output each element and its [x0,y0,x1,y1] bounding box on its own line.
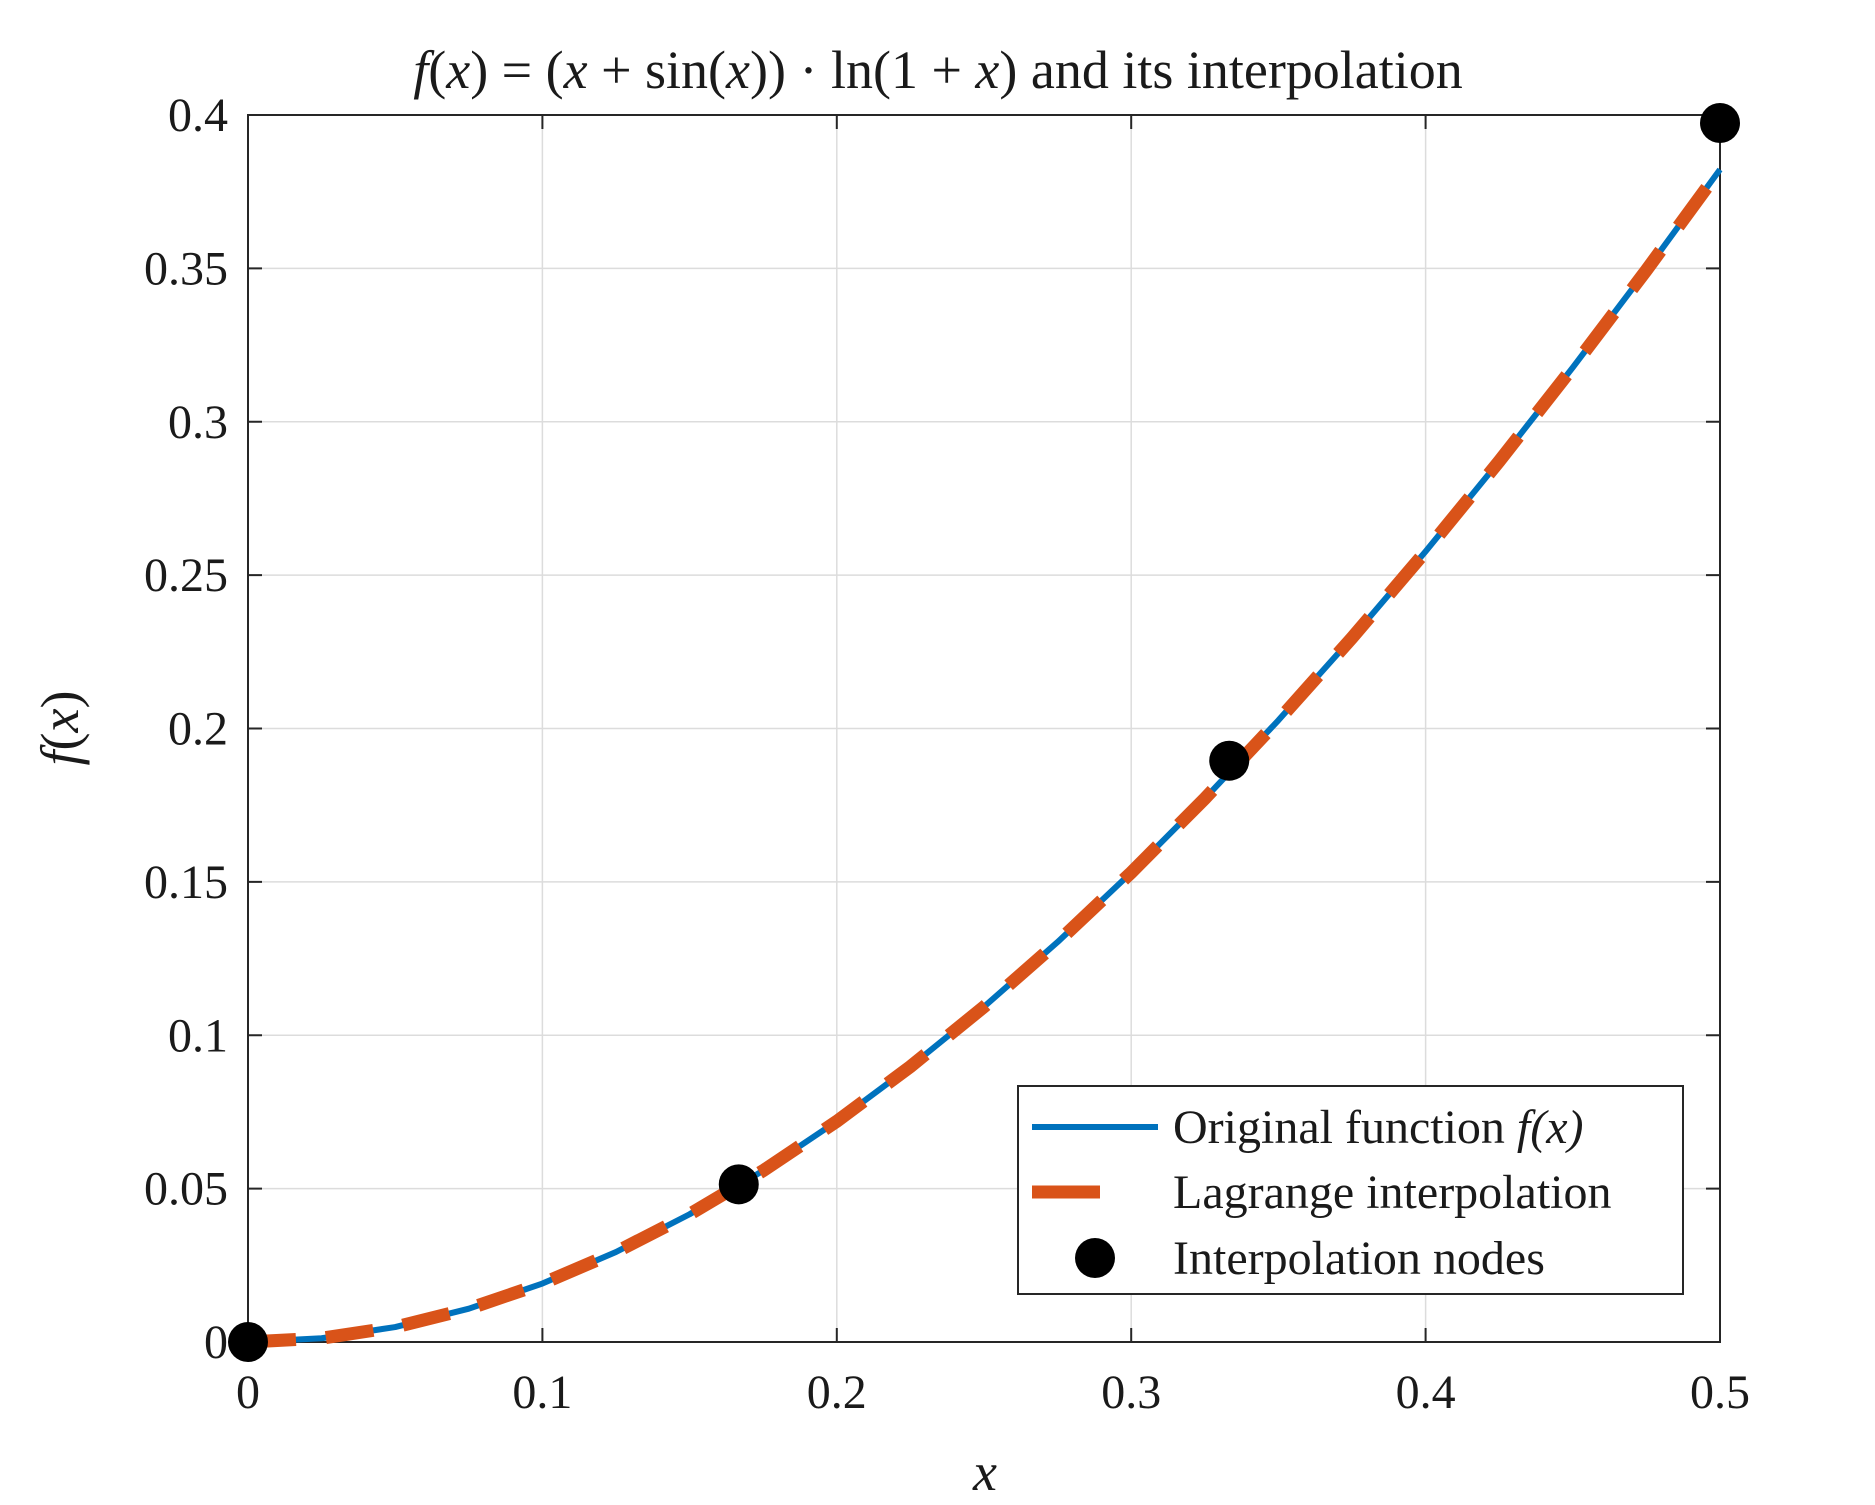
x-tick-label: 0.3 [1101,1366,1161,1419]
title-close2: ) and its interpolation [999,40,1462,100]
title-close1: )) [750,40,786,100]
legend-label-original-math: f(x) [1517,1101,1584,1154]
y-tick-label: 0.15 [144,856,228,909]
y-tick-label: 0.25 [144,549,228,602]
title-x3: x [725,40,750,100]
title-rparen: ) [470,40,488,100]
y-tick-label: 0.05 [144,1163,228,1216]
title-x1: x [445,40,470,100]
x-tick-label: 0.2 [807,1366,867,1419]
interpolation-node-point [1209,740,1250,781]
series-line-lagrange-interpolation [247,165,1726,1349]
title-x2: x [563,40,588,100]
x-tick-label: 0.4 [1396,1366,1456,1419]
x-tick-label: 0 [236,1366,260,1419]
y-tick-label: 0 [204,1316,228,1369]
title-dot: · ln(1 + [786,40,975,100]
x-tick-label: 0.1 [512,1366,572,1419]
title-plus: + sin( [588,40,726,100]
interpolation-node-point [718,1164,759,1205]
interpolation-node-point [1700,102,1740,143]
title-eq: = ( [488,40,563,100]
legend-box [1017,1085,1684,1295]
legend-label-original: Original function f(x) [1173,1101,1584,1154]
y-tick-label: 0.1 [168,1009,228,1062]
legend: Original function f(x) Lagrange interpol… [1017,1085,1684,1295]
legend-label-lagrange: Lagrange interpolation [1173,1166,1612,1219]
legend-label-original-text: Original function [1173,1101,1517,1154]
y-tick-label: 0.3 [168,396,228,449]
legend-label-nodes: Interpolation nodes [1173,1232,1545,1285]
y-tick-label: 0.4 [168,89,228,142]
y-axis-label: f(x) [30,691,90,766]
interpolation-node-point [228,1322,268,1362]
legend-swatch-nodes [1075,1238,1115,1278]
series-layer [228,102,1740,1362]
chart-title: f(x) = (x + sin(x)) · ln(1 + x) and its … [413,40,1463,100]
title-lparen: ( [428,40,446,100]
x-tick-label: 0.5 [1690,1366,1750,1419]
y-tick-label: 0.35 [144,242,228,295]
y-tick-label: 0.2 [168,703,228,756]
x-axis-label: x [972,1442,997,1500]
ylabel-close: ) [30,691,90,709]
ylabel-x: x [30,708,90,733]
ylabel-open: ( [30,732,90,750]
tick-layer: 0 0.1 0.2 0.3 0.4 0.5 0 0.05 0.1 0.15 0.2 0.25 0.3 0.… [144,89,1750,1419]
title-x4: x [974,40,999,100]
